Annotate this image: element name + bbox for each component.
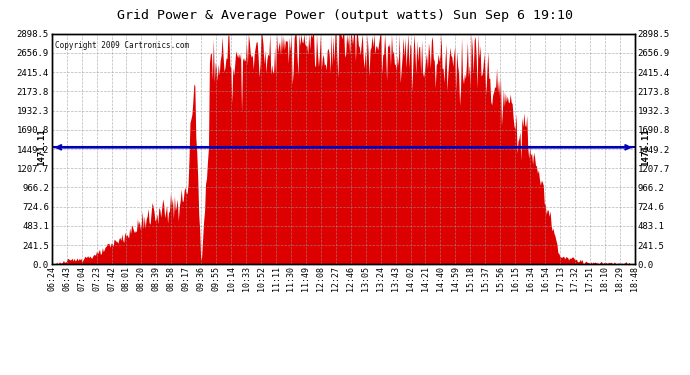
Text: Copyright 2009 Cartronics.com: Copyright 2009 Cartronics.com [55,40,189,50]
Text: 1471.11: 1471.11 [37,129,46,166]
Text: Grid Power & Average Power (output watts) Sun Sep 6 19:10: Grid Power & Average Power (output watts… [117,9,573,22]
Text: 1471.11: 1471.11 [640,129,649,166]
